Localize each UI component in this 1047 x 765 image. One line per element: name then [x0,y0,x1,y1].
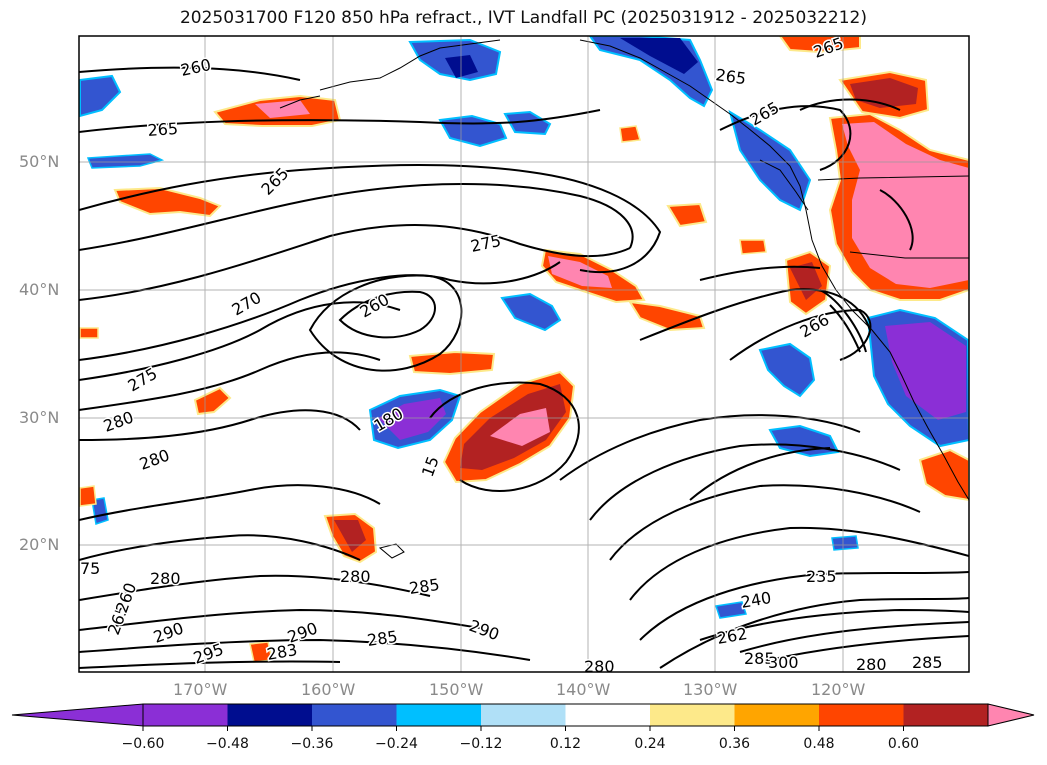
positive-anomaly-region [334,520,366,552]
colorbar-cell [819,704,904,726]
latitude-label: 50°N [19,152,60,171]
colorbar-tick-label: 0.48 [803,736,835,752]
map-title: 2025031700 F120 850 hPa refract., IVT La… [179,8,867,28]
colorbar-max-extend [987,703,1035,727]
positive-anomaly-region [619,125,641,143]
contour-label: 75 [80,559,100,578]
contour-label: 235 [806,567,837,586]
negative-anomaly-region [620,38,698,74]
colorbar-tick-label: −0.24 [375,736,418,752]
contour-label: 280 [150,569,181,588]
contour-label: 280 [856,655,887,674]
lat-lon-grid [79,36,969,672]
contour-label: 285 [366,627,399,650]
contour-label: 300 [768,653,799,672]
map-frame [78,35,970,673]
positive-anomaly-region [666,202,708,228]
negative-anomaly-region [500,292,562,332]
latitude-label: 20°N [19,535,60,554]
positive-anomaly-region [408,350,496,376]
negative-anomaly-region [758,342,816,398]
positive-anomaly-region [193,386,232,416]
negative-anomaly-region [378,398,446,440]
colorbar-cell [396,704,482,726]
negative-anomaly-region [728,109,812,212]
positive-anomaly-region [918,448,969,502]
contour-label: 265 [147,119,179,140]
colorbar-tick-label: −0.12 [459,736,503,752]
longitude-label: 130°W [683,680,738,699]
colorbar-cell [565,704,651,726]
positive-anomaly-region [739,239,767,255]
positive-anomaly-regions [79,36,969,663]
contour-label: 280 [584,657,615,676]
colorbar-tick-label: 0.24 [634,736,666,752]
contour-label: 285 [744,649,775,668]
negative-anomaly-region [715,601,747,619]
longitude-label: 170°W [173,680,228,699]
colorbar-cell [650,704,735,726]
negative-anomaly-region [831,535,859,551]
colorbar-tick-label: −0.48 [206,736,249,752]
colorbar-cell [312,704,397,726]
colorbar-cell [143,704,228,726]
positive-anomaly-region [79,485,97,507]
contour-label: 280 [340,567,371,586]
positive-anomaly-region [79,327,99,339]
negative-anomaly-region [86,153,165,169]
positive-anomaly-region [842,122,969,288]
colorbar-cell [734,704,820,726]
coastlines [279,39,969,559]
colorbar-tick-label: 0.60 [887,736,920,752]
negative-anomaly-region [503,110,552,136]
positive-anomaly-region [548,256,612,288]
colorbar-tick-label: 0.12 [549,736,582,752]
longitude-label: 120°W [811,680,866,699]
latitude-label: 30°N [19,408,60,427]
positive-anomaly-region [255,100,310,118]
negative-anomaly-region [79,74,122,118]
contour-label: 285 [912,653,943,672]
positive-anomaly-region [249,641,273,663]
shaded-anomaly-regions [79,36,969,619]
negative-anomaly-region [885,322,966,420]
positive-anomaly-region [778,36,861,54]
colorbar-tick-label: −0.36 [290,736,334,752]
longitude-label: 150°W [429,680,484,699]
colorbar-tick-label: 0.36 [718,736,751,752]
longitude-label: 160°W [301,680,356,699]
colorbar-cell [481,704,566,726]
colorbar-min-extend [11,703,144,727]
latitude-label: 40°N [19,280,60,299]
colorbar-cell [903,704,989,726]
colorbar-tick-label: −0.60 [121,736,165,752]
longitude-label: 140°W [556,680,611,699]
colorbar [11,703,1035,731]
colorbar-cell [227,704,313,726]
